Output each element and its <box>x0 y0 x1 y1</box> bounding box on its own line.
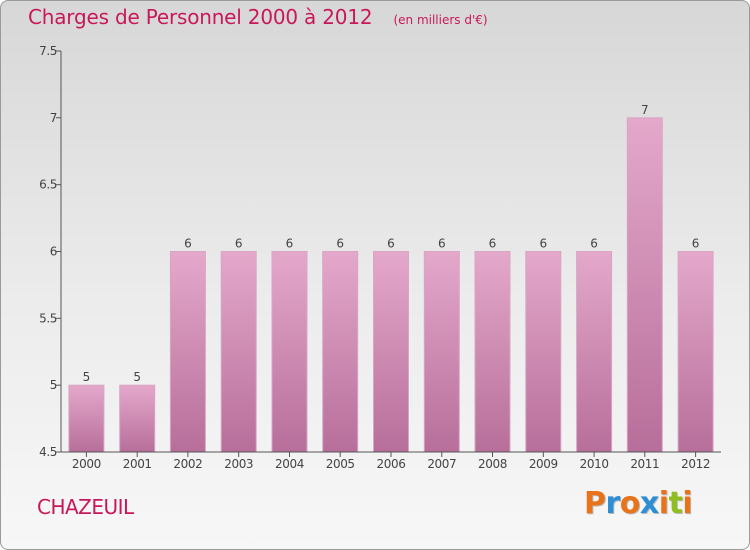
data-label-2000: 5 <box>83 370 91 384</box>
data-label-2006: 6 <box>387 237 395 251</box>
x-tick-label-2009: 2009 <box>529 457 558 471</box>
data-label-2010: 6 <box>590 237 598 251</box>
bar-2000 <box>68 384 105 453</box>
proxiti-logo: Proxiti <box>584 486 693 521</box>
y-tick-label-4.5: 4.5 <box>39 445 57 459</box>
logo-letter: r <box>605 486 621 521</box>
y-tick-label-6.5: 6.5 <box>39 178 57 192</box>
bar-2007 <box>423 251 460 453</box>
y-tick-label-7.5: 7.5 <box>39 44 57 58</box>
bars-layer <box>68 117 714 453</box>
title-row: Charges de Personnel 2000 à 2012 (en mil… <box>28 5 488 29</box>
bar-2001 <box>119 384 156 453</box>
y-tick-label-6: 6 <box>50 245 57 259</box>
axes-layer <box>56 50 721 457</box>
logo-letter: i <box>682 486 693 521</box>
bar-2011 <box>626 117 663 453</box>
bar-2002 <box>169 251 206 453</box>
x-tick-label-2011: 2011 <box>630 457 659 471</box>
x-tick-label-2002: 2002 <box>173 457 202 471</box>
data-label-2002: 6 <box>184 237 192 251</box>
data-label-2012: 6 <box>692 237 700 251</box>
bar-2004 <box>271 251 308 453</box>
bar-2008 <box>474 251 511 453</box>
place-name: CHAZEUIL <box>37 495 134 519</box>
x-tick-label-2005: 2005 <box>326 457 355 471</box>
logo-letter: i <box>658 486 669 521</box>
x-tick-label-2003: 2003 <box>224 457 253 471</box>
data-label-2005: 6 <box>336 237 344 251</box>
x-tick-label-2010: 2010 <box>580 457 609 471</box>
logo-letter: t <box>668 486 683 521</box>
bar-2009 <box>525 251 562 453</box>
x-tick-label-2008: 2008 <box>478 457 507 471</box>
data-label-2004: 6 <box>286 237 294 251</box>
chart-title: Charges de Personnel 2000 à 2012 <box>28 5 373 29</box>
bar-2006 <box>373 251 409 453</box>
x-tick-label-2012: 2012 <box>681 457 710 471</box>
data-label-2009: 6 <box>539 237 547 251</box>
x-tick-label-2004: 2004 <box>275 457 304 471</box>
logo-letter: P <box>584 486 606 521</box>
y-tick-label-5: 5 <box>50 378 57 392</box>
data-label-2011: 7 <box>641 103 649 117</box>
chart-subtitle: (en milliers d'€) <box>393 13 488 27</box>
y-tick-label-7: 7 <box>50 111 57 125</box>
x-tick-label-2001: 2001 <box>123 457 152 471</box>
x-tick-label-2000: 2000 <box>72 457 101 471</box>
data-label-2003: 6 <box>235 237 243 251</box>
data-label-2007: 6 <box>438 237 446 251</box>
bar-2012 <box>677 251 714 453</box>
x-tick-label-2006: 2006 <box>377 457 406 471</box>
logo-letter: x <box>639 486 659 521</box>
data-label-2001: 5 <box>133 370 141 384</box>
bar-2003 <box>220 251 257 453</box>
x-tick-label-2007: 2007 <box>427 457 456 471</box>
data-label-2008: 6 <box>489 237 497 251</box>
y-tick-label-5.5: 5.5 <box>39 311 57 325</box>
bar-2005 <box>322 251 359 453</box>
logo-letter: o <box>619 486 641 521</box>
labels-layer: 5 2000 5 2001 6 2002 6 2003 6 2004 6 2005 6 2006 6 2007… <box>39 44 710 471</box>
bar-2010 <box>576 251 613 453</box>
